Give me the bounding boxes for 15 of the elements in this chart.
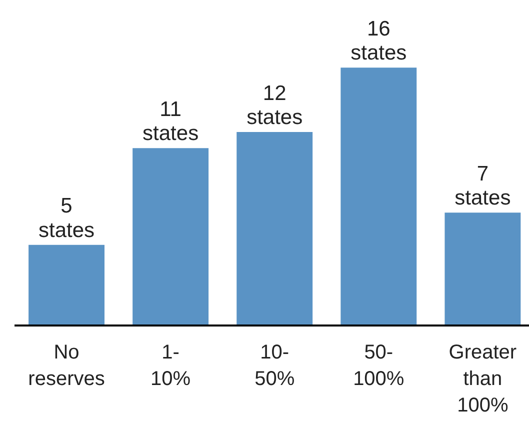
data-label: 11 states [142, 98, 199, 146]
bar [340, 68, 417, 326]
x-tick-label: Greater than 100% [448, 342, 517, 416]
data-label: 12 states [246, 82, 303, 130]
x-tick-label: 10-50% [254, 342, 295, 390]
data-label: 16 states [350, 17, 407, 65]
data-label: 5 states [38, 194, 95, 242]
x-tick-label: 1-10% [150, 342, 191, 390]
x-tick-label: No reserves [28, 342, 105, 390]
x-tick-label: 50-100% [353, 342, 404, 390]
bar [236, 132, 313, 326]
bar [444, 212, 521, 326]
bar [132, 148, 209, 326]
bar [28, 244, 104, 326]
data-label: 7 states [454, 162, 511, 210]
